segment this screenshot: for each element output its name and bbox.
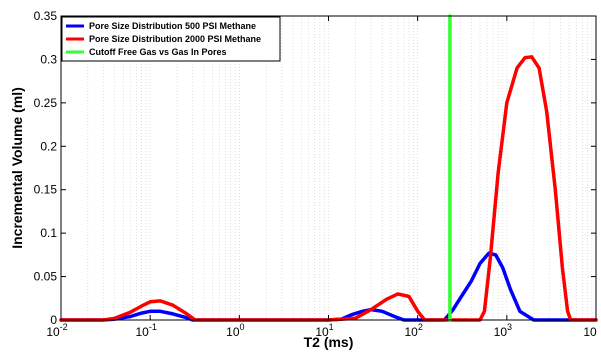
y-tick-label: 0.05	[34, 270, 58, 284]
y-tick-label: 0.15	[34, 183, 58, 197]
legend: Pore Size Distribution 500 PSI Methane Po…	[61, 16, 281, 62]
y-tick-label: 0.2	[40, 139, 57, 153]
x-tick-label: 103	[494, 322, 512, 339]
y-axis-title: Incremental Volume (ml)	[9, 87, 25, 249]
legend-label: Cutoff Free Gas vs Gas In Pores	[89, 47, 227, 57]
x-tick-label: 102	[404, 322, 422, 339]
y-tick-label: 0.3	[40, 52, 57, 66]
x-tick-label: 10-2	[46, 322, 67, 339]
legend-box	[61, 16, 281, 62]
series-line-2	[59, 55, 598, 322]
x-tick-label: 10-1	[135, 322, 156, 339]
x-tick-label: 10	[583, 325, 597, 339]
legend-label: Pore Size Distribution 500 PSI Methane	[89, 21, 256, 31]
x-tick-label: 100	[226, 322, 244, 339]
x-tick-label: 101	[315, 322, 333, 339]
y-tick-label: 0.1	[40, 226, 57, 240]
series-layer	[59, 14, 598, 322]
y-tick-label: 0.25	[34, 96, 58, 110]
legend-label: Pore Size Distribution 2000 PSI Methane	[89, 34, 261, 44]
y-tick-label: 0	[50, 313, 57, 327]
y-tick-label: 0.35	[34, 9, 58, 23]
x-axis-title: T2 (ms)	[304, 334, 354, 350]
